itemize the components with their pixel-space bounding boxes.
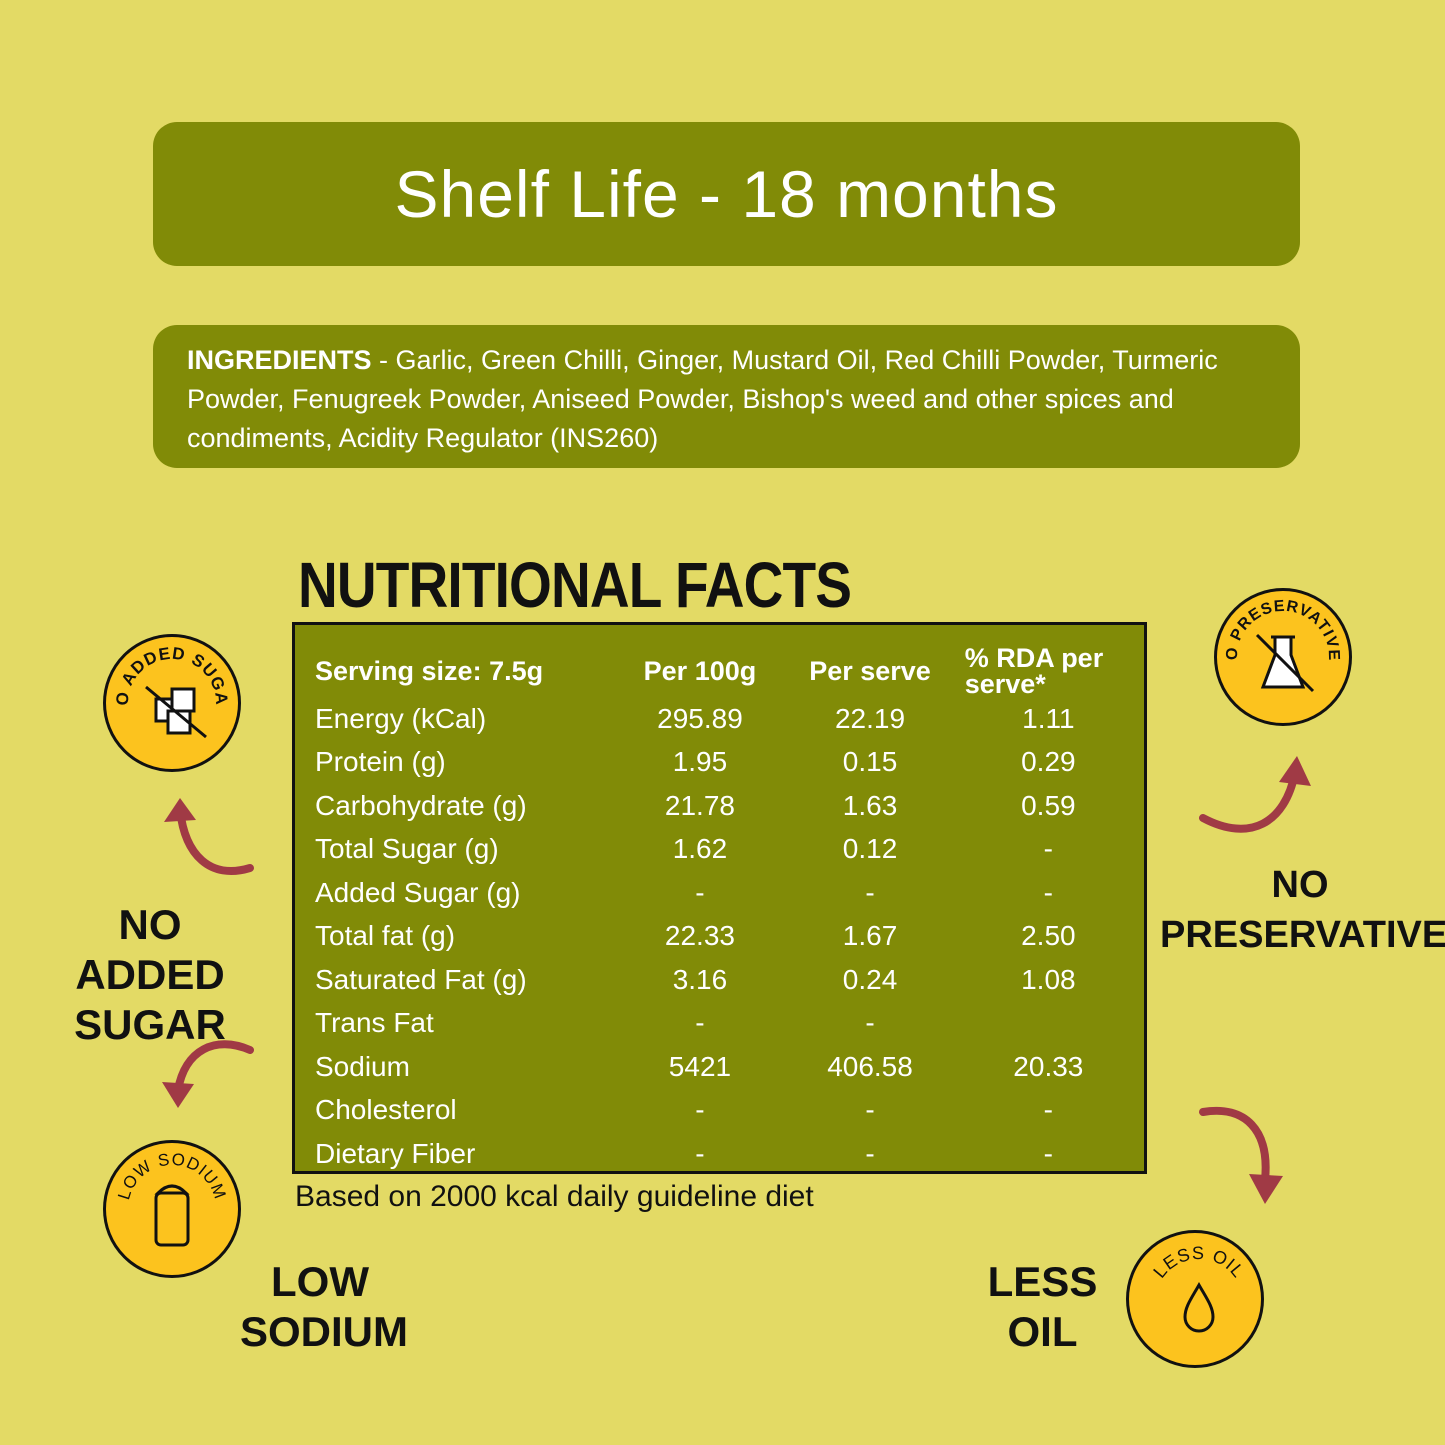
per-serve-value: - <box>865 1094 875 1126</box>
nutrient-name: Added Sugar (g) <box>315 876 521 908</box>
curved-arrow-down-icon <box>162 1040 254 1108</box>
less-oil-label: LESS OIL <box>985 1257 1100 1357</box>
salt-shaker-icon <box>154 1184 190 1247</box>
table-header-row: Serving size: 7.5g Per 100g Per serve % … <box>315 643 1144 699</box>
nutrient-name: Sodium <box>315 1050 410 1082</box>
per-100g-value: - <box>695 876 705 908</box>
per-serve-value: 1.63 <box>842 789 898 821</box>
per-100g-value: 3.16 <box>672 963 728 995</box>
no-added-sugar-ring-text: NO ADDED SUGAR <box>106 637 230 706</box>
curved-arrow-up-icon <box>164 798 254 875</box>
rda-value: 1.11 <box>1022 702 1075 734</box>
nutrient-name: Protein (g) <box>315 746 446 778</box>
no-preservatives-label: NO PRESERVATIVES <box>1160 860 1445 960</box>
per-serve-value: - <box>865 876 875 908</box>
rda-value: 2.50 <box>1021 920 1076 952</box>
per-100g-value: - <box>695 1094 705 1126</box>
low-sodium-label-line2: SODIUM <box>240 1308 408 1355</box>
ingredients-panel: INGREDIENTS - Garlic, Green Chilli, Ging… <box>153 325 1300 468</box>
per-100g-value: 1.62 <box>672 833 728 865</box>
rda-value: 0.29 <box>1021 746 1076 778</box>
rda-value: - <box>1043 876 1053 908</box>
curved-arrow-up-right-icon <box>1199 756 1311 833</box>
rda-value: 20.33 <box>1013 1050 1084 1082</box>
low-sodium-badge: LOW SODIUM <box>103 1140 241 1278</box>
header-per-100g: Per 100g <box>643 655 757 686</box>
per-100g-value: 1.95 <box>672 746 728 778</box>
per-serve-value: - <box>865 1007 875 1039</box>
per-100g-value: 5421 <box>668 1050 732 1082</box>
flask-icon <box>1255 633 1315 693</box>
low-sodium-label: LOW SODIUM <box>240 1257 408 1357</box>
nutrient-name: Total fat (g) <box>315 920 456 952</box>
table-row: Cholesterol - - - <box>315 1089 1144 1133</box>
svg-text:LESS OIL: LESS OIL <box>1149 1243 1248 1282</box>
low-sodium-label-line1: LOW <box>271 1258 369 1305</box>
table-row: Total Sugar (g) 1.62 0.12 - <box>315 828 1144 872</box>
ingredients-label: INGREDIENTS <box>187 345 372 375</box>
nutrient-name: Trans Fat <box>315 1007 434 1039</box>
per-serve-value: 0.12 <box>842 833 898 865</box>
rda-value: 1.08 <box>1021 963 1076 995</box>
per-serve-value: 0.15 <box>842 746 898 778</box>
nutrient-name: Dietary Fiber <box>315 1137 476 1169</box>
header-serving-size: Serving size: 7.5g <box>315 655 544 686</box>
rda-value: 0.59 <box>1021 789 1076 821</box>
no-preservatives-badge: NO PRESERVATIVES <box>1214 588 1352 726</box>
no-preservatives-label-line1: NO <box>1271 864 1329 906</box>
table-row: Protein (g) 1.95 0.15 0.29 <box>315 741 1144 785</box>
curved-arrow-down-right-icon <box>1199 1106 1283 1204</box>
per-100g-value: 295.89 <box>657 702 743 734</box>
table-row: Trans Fat - - <box>315 1002 1144 1046</box>
less-oil-ring-text: LESS OIL <box>1149 1243 1247 1282</box>
per-serve-value: 22.19 <box>834 702 906 734</box>
table-row: Dietary Fiber - - - <box>315 1132 1144 1176</box>
nutrient-name: Total Sugar (g) <box>315 833 499 865</box>
per-100g-value: - <box>695 1137 705 1169</box>
table-row: Energy (kCal) 295.89 22.19 1.11 <box>315 697 1144 741</box>
nutrient-name: Cholesterol <box>315 1094 457 1126</box>
sugar-cube-icon <box>145 685 207 739</box>
table-row: Carbohydrate (g) 21.78 1.63 0.59 <box>315 784 1144 828</box>
nutrient-name: Energy (kCal) <box>315 702 487 734</box>
per-serve-value: 406.58 <box>827 1050 913 1082</box>
nutrition-table-body: Energy (kCal) 295.89 22.19 1.11 Protein (g) 1… <box>315 697 1144 1176</box>
nutrition-title: NUTRITIONAL FACTS <box>298 549 852 621</box>
svg-text:NO ADDED SUGAR: NO ADDED SUGAR <box>106 637 231 706</box>
rda-value: - <box>1043 1137 1053 1169</box>
rda-value <box>953 1002 1144 1046</box>
no-added-sugar-label: NO ADDED SUGAR <box>40 900 260 1050</box>
table-row: Sodium 5421 406.58 20.33 <box>315 1045 1144 1089</box>
shelf-life-banner: Shelf Life - 18 months <box>153 122 1300 266</box>
per-serve-value: - <box>865 1137 875 1169</box>
per-100g-value: 22.33 <box>664 920 735 952</box>
per-serve-value: 0.24 <box>842 963 898 995</box>
nutrient-name: Saturated Fat (g) <box>315 963 527 995</box>
per-100g-value: - <box>695 1007 705 1039</box>
ingredients-text: - Garlic, Green Chilli, Ginger, Mustard … <box>187 345 1218 453</box>
nutrient-name: Carbohydrate (g) <box>315 789 527 821</box>
table-row: Saturated Fat (g) 3.16 0.24 1.08 <box>315 958 1144 1002</box>
rda-value: - <box>1043 833 1053 865</box>
shelf-life-text: Shelf Life - 18 months <box>394 157 1059 231</box>
less-oil-badge: LESS OIL <box>1126 1230 1264 1368</box>
oil-drop-icon <box>1183 1281 1215 1333</box>
table-row: Added Sugar (g) - - - <box>315 871 1144 915</box>
per-serve-value: 1.67 <box>842 920 898 952</box>
less-oil-label-line1: LESS <box>987 1258 1098 1305</box>
nutrition-table-panel: Serving size: 7.5g Per 100g Per serve % … <box>292 622 1147 1174</box>
header-rda: % RDA per serve* <box>964 643 1104 699</box>
rda-value: - <box>1043 1094 1053 1126</box>
table-footnote: Based on 2000 kcal daily guideline diet <box>295 1180 814 1213</box>
per-100g-value: 21.78 <box>664 789 735 821</box>
header-per-serve: Per serve <box>809 655 931 686</box>
no-added-sugar-badge: NO ADDED SUGAR <box>103 634 241 772</box>
less-oil-label-line2: OIL <box>1007 1308 1078 1355</box>
no-added-sugar-label-line2: SUGAR <box>74 1001 226 1048</box>
no-preservatives-label-line2: PRESERVATIVES <box>1160 914 1445 956</box>
nutrition-table: Serving size: 7.5g Per 100g Per serve % … <box>315 645 1144 1176</box>
no-added-sugar-label-line1: NO ADDED <box>75 901 225 998</box>
table-row: Total fat (g) 22.33 1.67 2.50 <box>315 915 1144 959</box>
